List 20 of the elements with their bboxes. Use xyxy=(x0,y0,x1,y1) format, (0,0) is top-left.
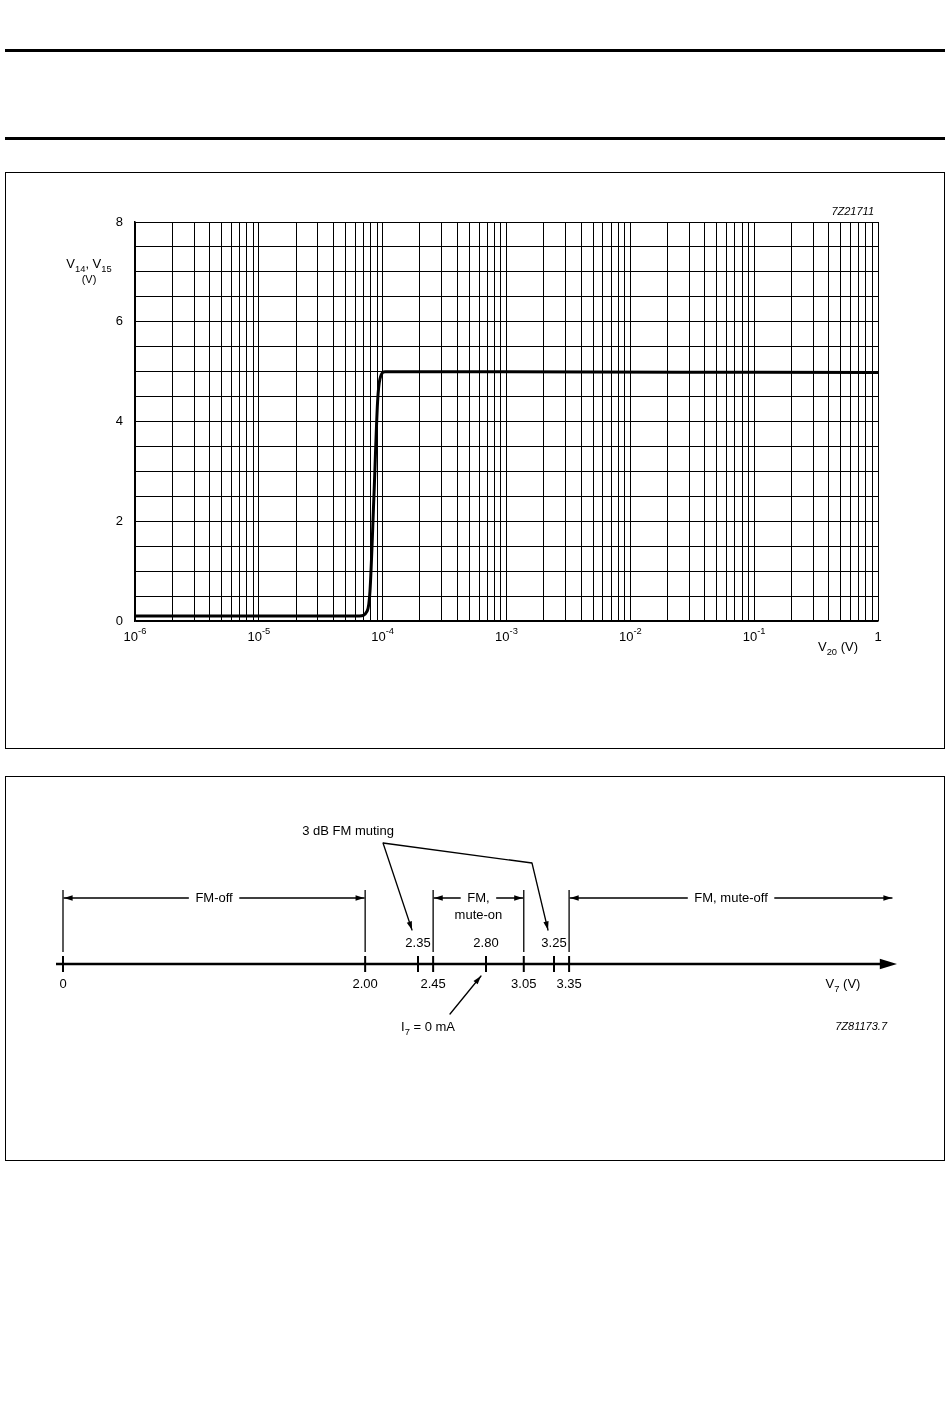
y-tick-label: 2 xyxy=(115,512,123,528)
text: FM, mute-off xyxy=(694,889,769,905)
text: FM-off xyxy=(195,889,234,905)
text: 7Z81173.7 xyxy=(835,1020,888,1033)
text: 3.25 xyxy=(541,934,567,950)
text: 2.35 xyxy=(405,934,431,950)
text: 2.45 xyxy=(420,975,446,991)
y-tick-label: 0 xyxy=(115,612,123,628)
x-tick-label: 1 xyxy=(874,628,882,644)
text: 7Z21711 xyxy=(831,205,874,218)
text: FM, mute-on xyxy=(454,889,503,922)
text: 3 dB FM muting xyxy=(302,822,394,838)
text: 2.80 xyxy=(473,934,499,950)
text: 3.35 xyxy=(556,975,582,991)
text: 2.00 xyxy=(352,975,378,991)
y-tick-label: 6 xyxy=(115,313,123,329)
y-tick-label: 4 xyxy=(115,413,123,429)
text: 0 xyxy=(59,975,67,991)
y-tick-label: 8 xyxy=(115,213,123,229)
text: 3.05 xyxy=(511,975,537,991)
